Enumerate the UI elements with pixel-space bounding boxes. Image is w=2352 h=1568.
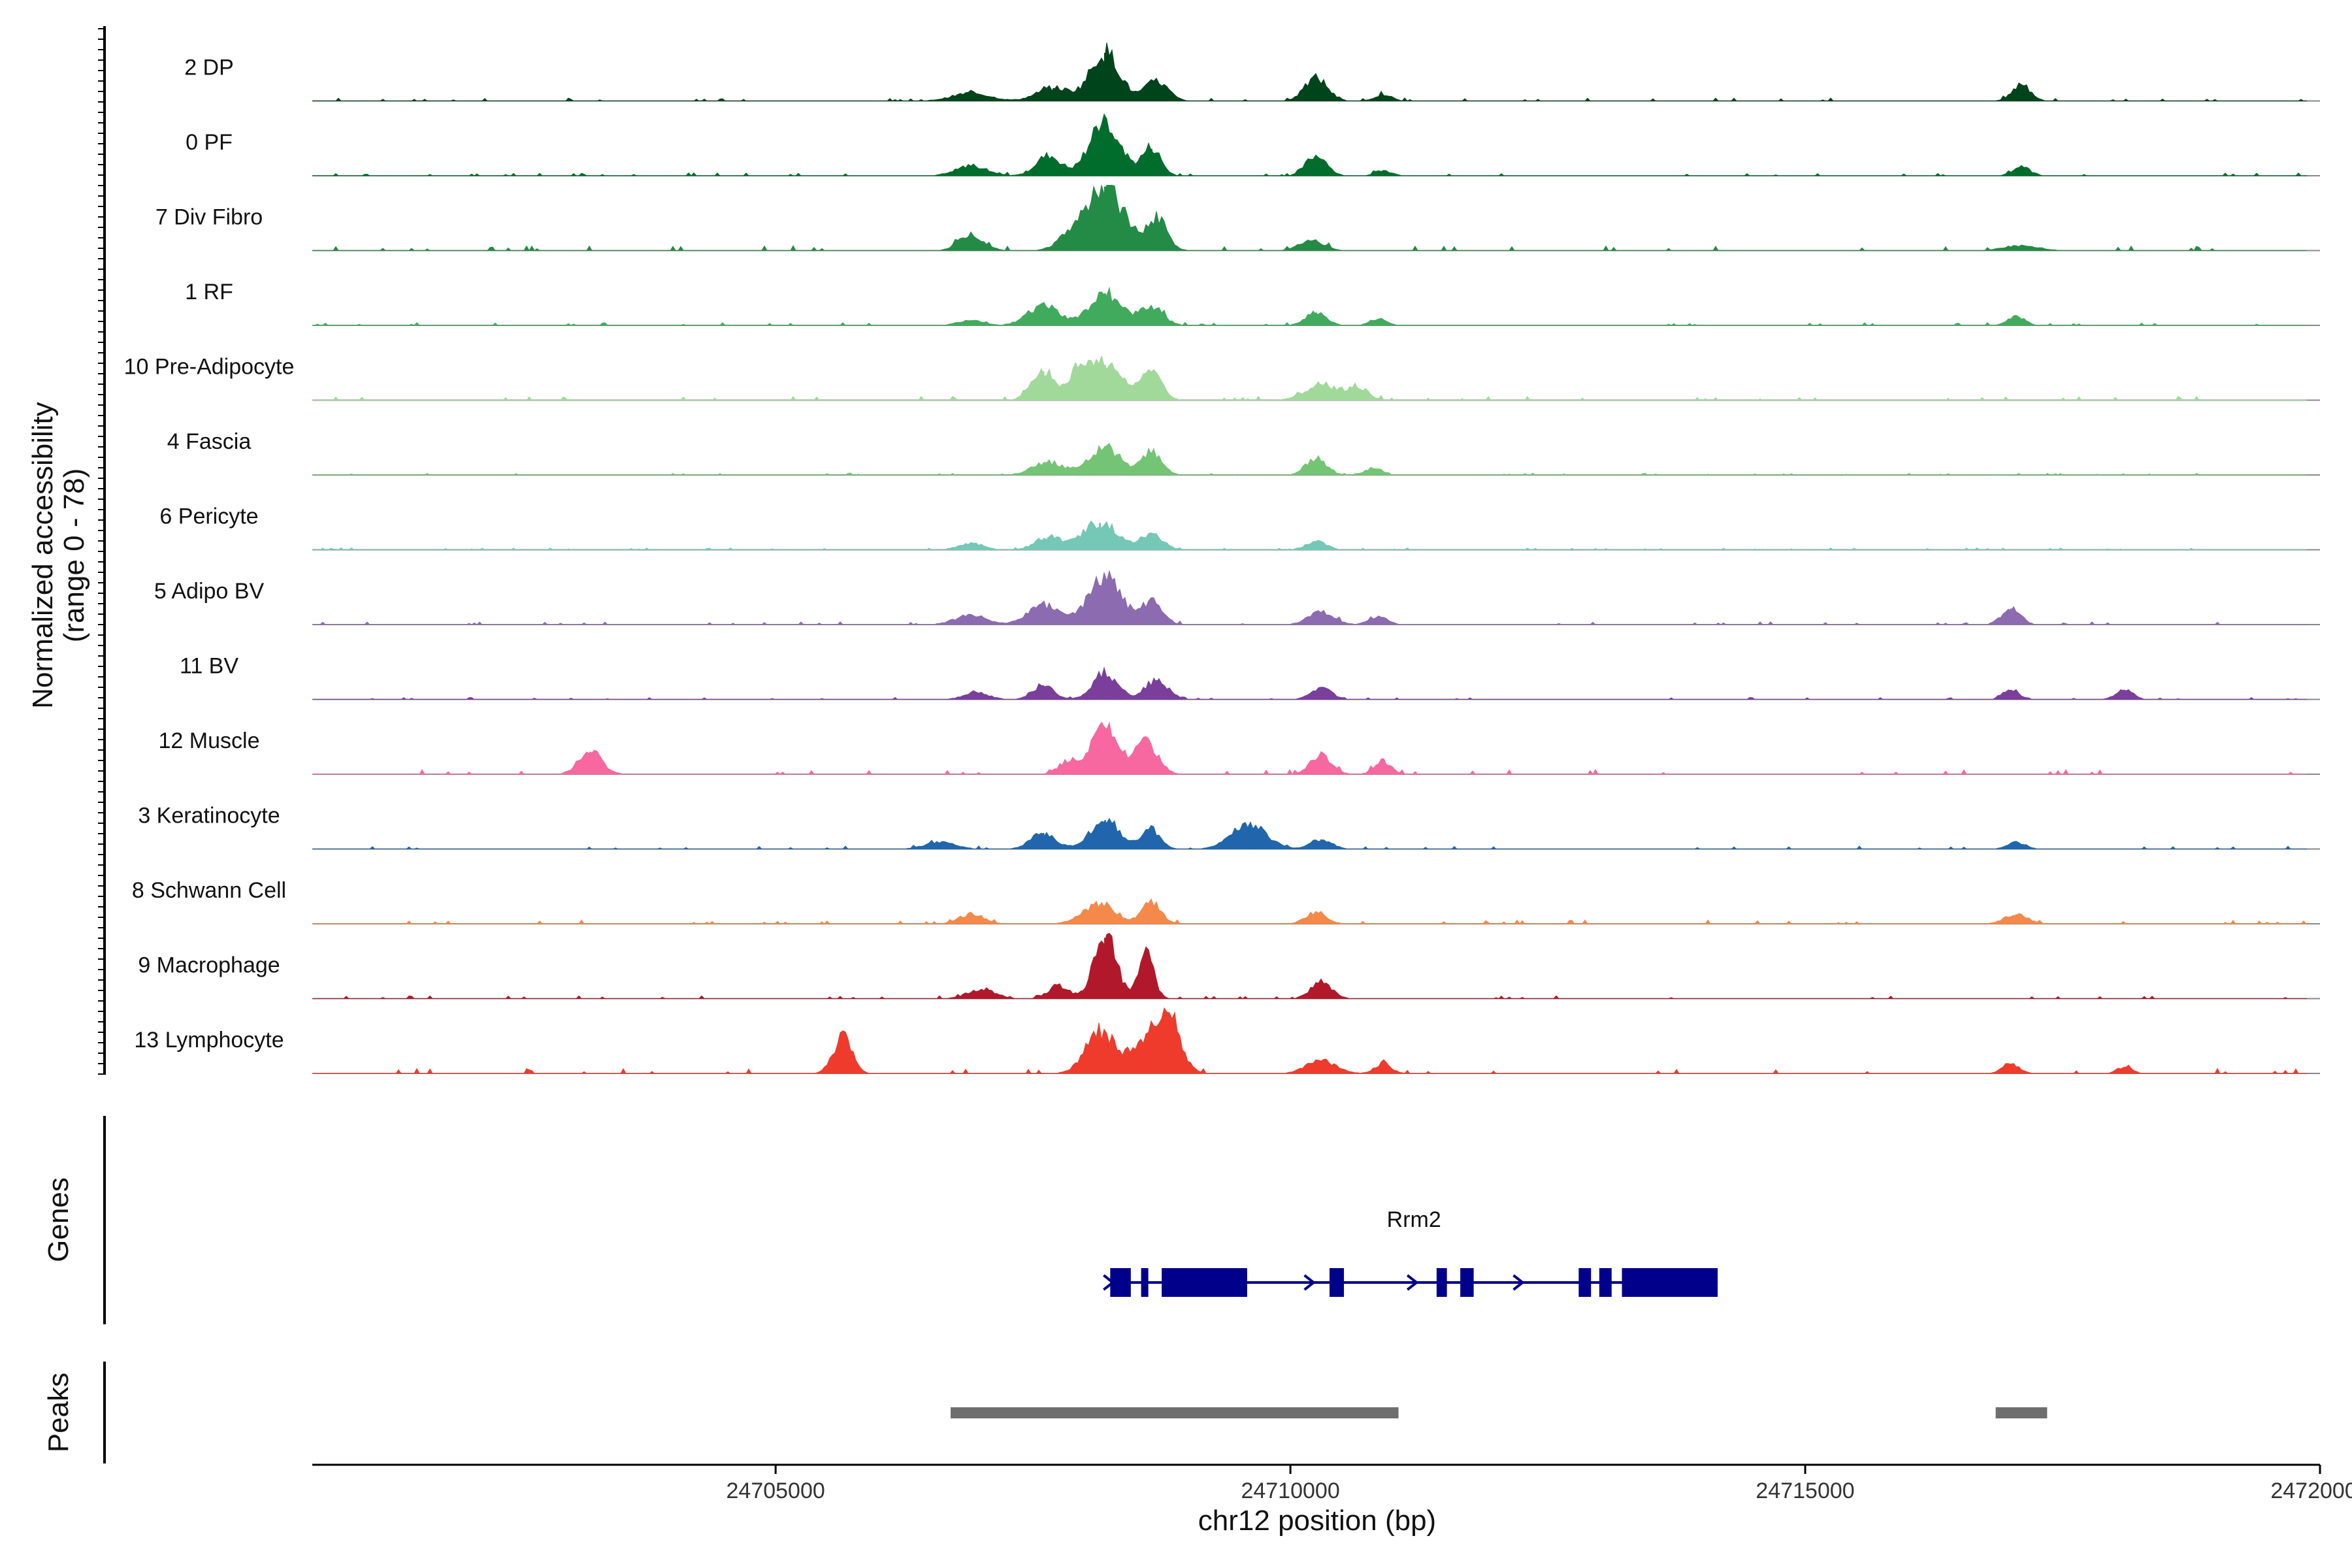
x-axis-ticks: 24705000 24710000 24715000 24720000 (727, 1465, 2352, 1503)
track-label: 2 DP (184, 56, 234, 80)
track-label: 10 Pre-Adipocyte (124, 355, 295, 380)
track-label: 6 Pericyte (159, 504, 258, 529)
track-label: 0 PF (186, 130, 233, 155)
coverage-area (312, 898, 2307, 924)
coverage-area (312, 932, 2307, 1000)
track-label: 1 RF (185, 280, 233, 304)
coverage-tracks: 2 DP 0 PF 7 Div Fibro 1 RF 10 Pre-Adipocyte 4… (124, 42, 2320, 1074)
x-axis-tick-label: 24715000 (1756, 1478, 1854, 1503)
gene-exon (1460, 1268, 1474, 1297)
coverage-y-axis (98, 26, 106, 1075)
genes-panel-title: Genes (42, 1177, 74, 1262)
coverage-area (312, 42, 2307, 102)
track-label: 9 Macrophage (138, 953, 280, 978)
coverage-area (312, 286, 2307, 326)
coverage-area (312, 185, 2307, 252)
peak-region (951, 1407, 1399, 1418)
track-label: 11 BV (180, 654, 238, 679)
track-label: 4 Fascia (167, 429, 252, 454)
coverage-area (312, 355, 2307, 401)
coverage-area (312, 569, 2307, 625)
x-axis-tick-label: 24705000 (727, 1478, 825, 1503)
strand-arrow-icon (1103, 1274, 1115, 1291)
gene-exon (1436, 1268, 1447, 1297)
coverage-area (312, 1007, 2307, 1074)
x-axis-title: chr12 position (bp) (1198, 1505, 1436, 1537)
x-axis-tick-label: 24720000 (2270, 1478, 2352, 1503)
gene-annotation-track: Rrm2 (1103, 1207, 1718, 1297)
peak-track (951, 1407, 2048, 1418)
gene-exon (1622, 1268, 1718, 1297)
gene-exon (1141, 1268, 1149, 1297)
coverage-area (312, 817, 2307, 849)
peaks-panel-title: Peaks (42, 1373, 74, 1452)
strand-arrow-icon (1512, 1274, 1525, 1291)
track-label: 3 Keratinocyte (138, 804, 280, 828)
y-axis-title: Normalized accessibility (27, 402, 59, 708)
track-label: 13 Lymphocyte (134, 1028, 284, 1053)
strand-arrow-icon (1406, 1274, 1419, 1291)
coverage-area (312, 721, 2307, 775)
track-label: 12 Muscle (159, 728, 260, 753)
gene-exon (1578, 1268, 1592, 1297)
x-axis-tick-label: 24710000 (1241, 1478, 1339, 1503)
track-label: 7 Div Fibro (155, 205, 263, 230)
strand-arrow-icon (1303, 1274, 1316, 1291)
coverage-area (312, 442, 2307, 476)
gene-name-label: Rrm2 (1387, 1207, 1441, 1232)
gene-exon (1329, 1268, 1345, 1297)
coverage-area (312, 113, 2307, 176)
peak-region (1995, 1407, 2048, 1418)
coverage-area (312, 666, 2307, 700)
gene-exon (1599, 1268, 1612, 1297)
y-axis-range-label: (range 0 - 78) (58, 468, 90, 643)
track-label: 8 Schwann Cell (132, 878, 286, 903)
coverage-area (312, 520, 2307, 551)
track-label: 5 Adipo BV (154, 579, 265, 604)
gene-exon (1162, 1268, 1247, 1297)
